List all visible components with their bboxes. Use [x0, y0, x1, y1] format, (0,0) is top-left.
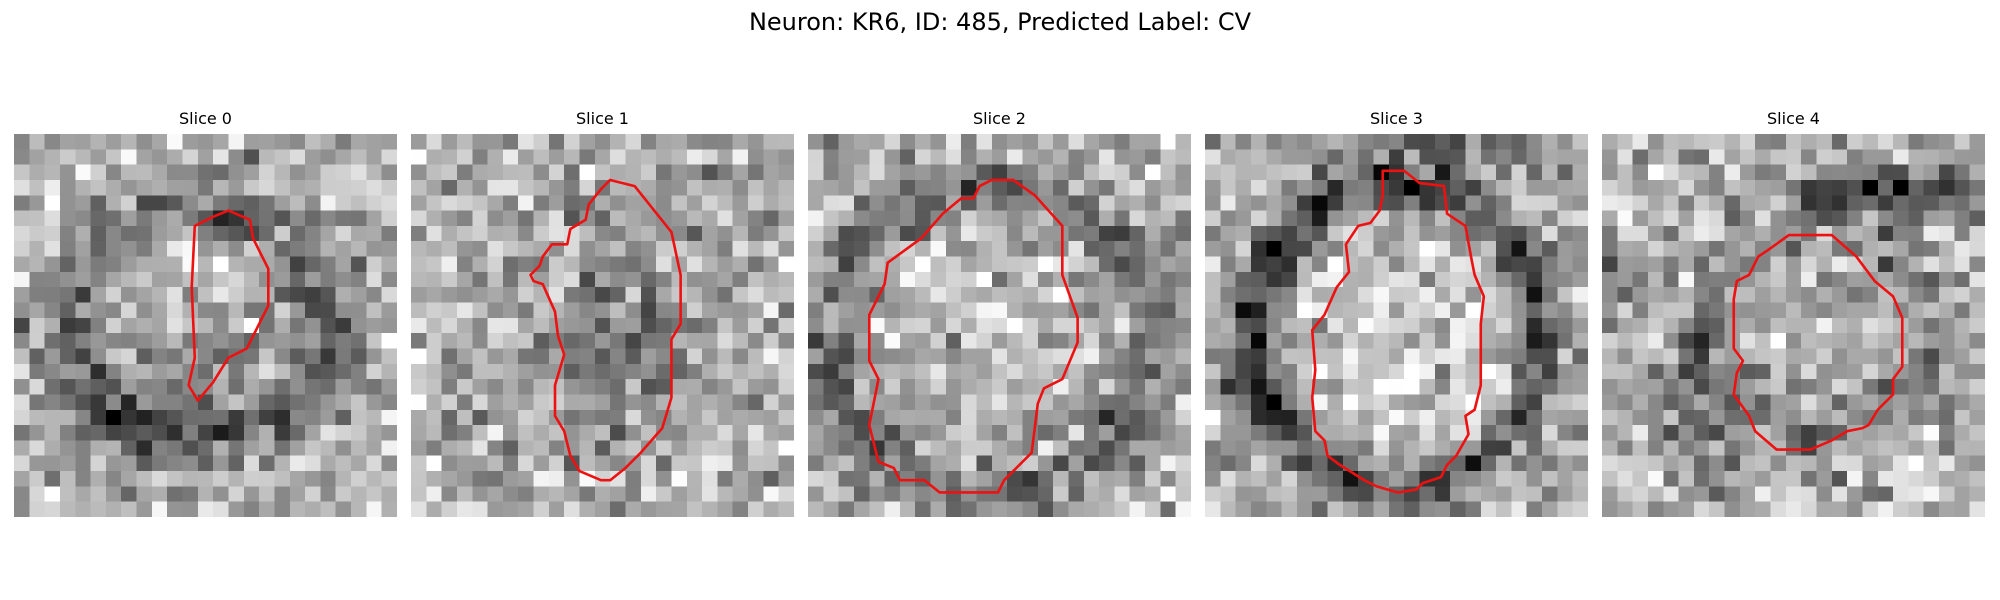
slice-image — [808, 134, 1191, 517]
slice-panel-2: Slice 2 — [808, 108, 1191, 517]
slice-image — [1602, 134, 1985, 517]
slice-image — [1205, 134, 1588, 517]
slice-panel-0: Slice 0 — [14, 108, 397, 517]
slice-title: Slice 4 — [1602, 108, 1985, 134]
slice-title: Slice 1 — [411, 108, 794, 134]
figure-title: Neuron: KR6, ID: 485, Predicted Label: C… — [0, 8, 2000, 36]
slice-title: Slice 2 — [808, 108, 1191, 134]
slice-panel-1: Slice 1 — [411, 108, 794, 517]
slice-image — [14, 134, 397, 517]
slice-panel-3: Slice 3 — [1205, 108, 1588, 517]
slice-title: Slice 0 — [14, 108, 397, 134]
slice-image — [411, 134, 794, 517]
slice-title: Slice 3 — [1205, 108, 1588, 134]
slice-panel-4: Slice 4 — [1602, 108, 1985, 517]
